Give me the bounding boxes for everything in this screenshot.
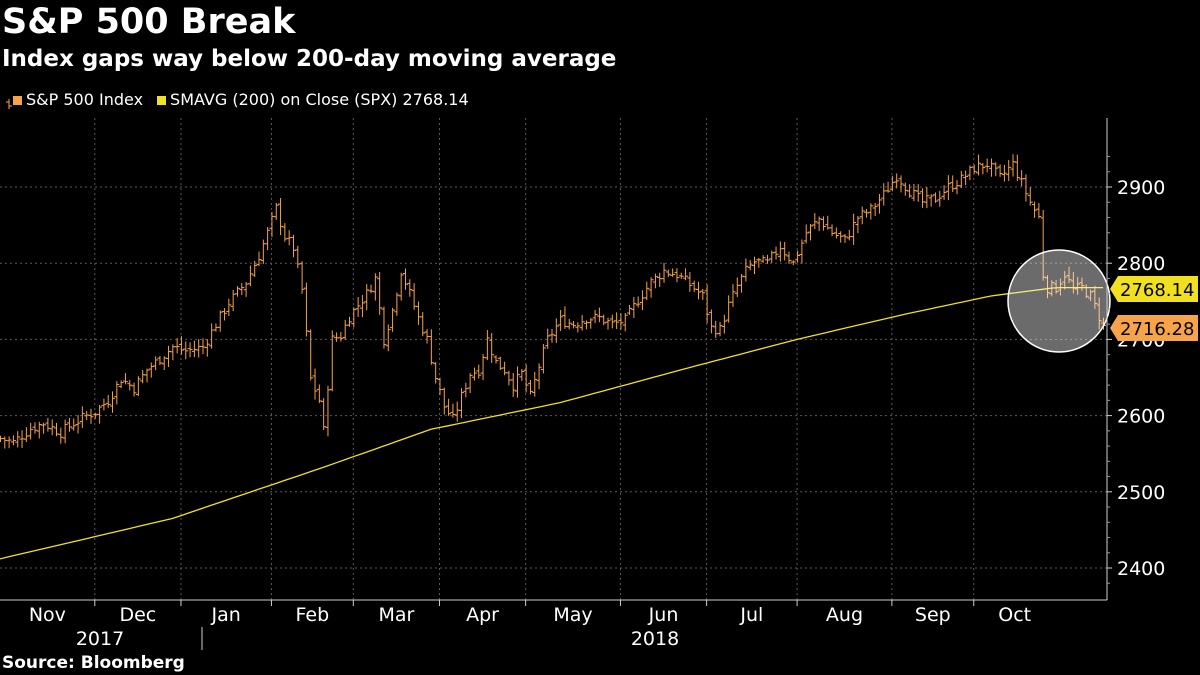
x-month-label: Oct (998, 604, 1031, 626)
chart-subtitle: Index gaps way below 200-day moving aver… (2, 46, 617, 72)
highlight-circle (1007, 249, 1111, 353)
legend-label-index: S&P 500 Index (26, 90, 144, 109)
legend-swatch-index (13, 95, 22, 105)
x-month-label: Jan (211, 604, 241, 626)
sma-last-value: 2768.14 (1120, 280, 1194, 301)
source-note: Source: Bloomberg (2, 653, 185, 673)
x-month-label: Feb (296, 604, 330, 626)
legend-label-sma: SMAVG (200) on Close (SPX) 2768.14 (170, 90, 469, 109)
price-series (0, 154, 1106, 449)
y-tick-label: 2600 (1117, 406, 1165, 428)
x-year-label: 2017 (76, 628, 124, 650)
x-month-label: May (553, 604, 592, 626)
y-axis: 240025002600270028002900 (1106, 118, 1165, 600)
last-value-tags: 2768.14 2716.28 (1110, 276, 1198, 341)
x-month-label: Sep (915, 604, 951, 626)
sma-line (0, 286, 1103, 560)
chart-title: S&P 500 Break (2, 2, 296, 42)
y-tick-label: 2400 (1117, 558, 1165, 580)
price-tag-shape (1110, 315, 1198, 341)
grid (0, 118, 1107, 600)
legend-swatch-sma (157, 95, 167, 105)
y-tick-label: 2900 (1117, 177, 1165, 199)
y-tick-label: 2800 (1117, 253, 1165, 275)
x-month-label: Nov (29, 604, 66, 626)
x-month-label: Apr (466, 604, 499, 626)
ohlc-bar-icon (6, 94, 13, 109)
x-month-label: Aug (826, 604, 863, 626)
y-tick-label: 2500 (1117, 482, 1165, 504)
x-month-label: Mar (378, 604, 414, 626)
sma-tag-shape (1110, 276, 1198, 302)
legend-item-index: S&P 500 Index (6, 89, 143, 111)
x-month-label: Dec (119, 604, 156, 626)
price-last-value: 2716.28 (1120, 319, 1194, 340)
x-month-label: Jun (648, 604, 679, 626)
legend: S&P 500 Index SMAVG (200) on Close (SPX)… (6, 89, 483, 111)
x-year-label: 2018 (631, 628, 679, 650)
x-axis: Nov Dec Jan Feb Mar Apr May Jun Jul Aug Sep Oct 2017… (0, 599, 1107, 650)
legend-item-sma: SMAVG (200) on Close (SPX) 2768.14 (157, 89, 469, 111)
x-month-label: Jul (739, 604, 763, 626)
